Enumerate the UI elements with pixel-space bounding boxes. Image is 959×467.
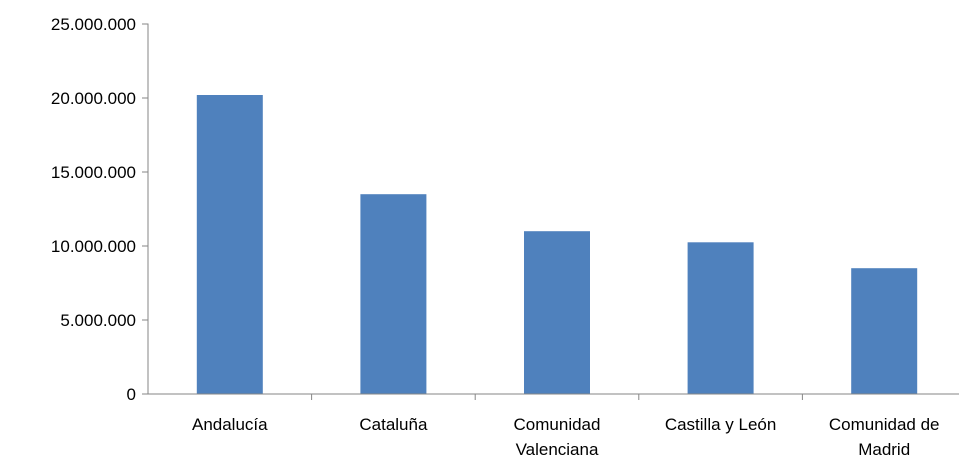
- x-tick-label-line: Comunidad: [514, 415, 601, 434]
- y-tick-label-4: 20.000.000: [51, 89, 136, 108]
- y-tick-label-3: 15.000.000: [51, 163, 136, 182]
- x-tick-label-1: Cataluña: [359, 415, 428, 434]
- y-tick-label-1: 5.000.000: [60, 311, 136, 330]
- x-tick-label-line: Madrid: [858, 440, 910, 459]
- x-tick-label-3: Castilla y León: [665, 415, 777, 434]
- bar-4: [851, 268, 918, 394]
- bar-0: [196, 95, 263, 394]
- x-tick-label-0: Andalucía: [192, 415, 268, 434]
- y-tick-label-5: 25.000.000: [51, 15, 136, 34]
- bar-1: [360, 194, 427, 394]
- x-tick-label-line: Cataluña: [359, 415, 428, 434]
- y-tick-label-0: 0: [127, 385, 136, 404]
- bar-3: [687, 242, 754, 394]
- x-tick-label-line: Comunidad de: [829, 415, 940, 434]
- y-tick-label-2: 10.000.000: [51, 237, 136, 256]
- bar-2: [524, 231, 590, 394]
- x-tick-label-line: Valenciana: [516, 440, 599, 459]
- x-tick-label-line: Castilla y León: [665, 415, 777, 434]
- x-tick-label-2: Comunidad Valenciana: [514, 415, 601, 459]
- x-tick-label-line: Andalucía: [192, 415, 268, 434]
- x-tick-label-4: Comunidad de Madrid: [829, 415, 940, 459]
